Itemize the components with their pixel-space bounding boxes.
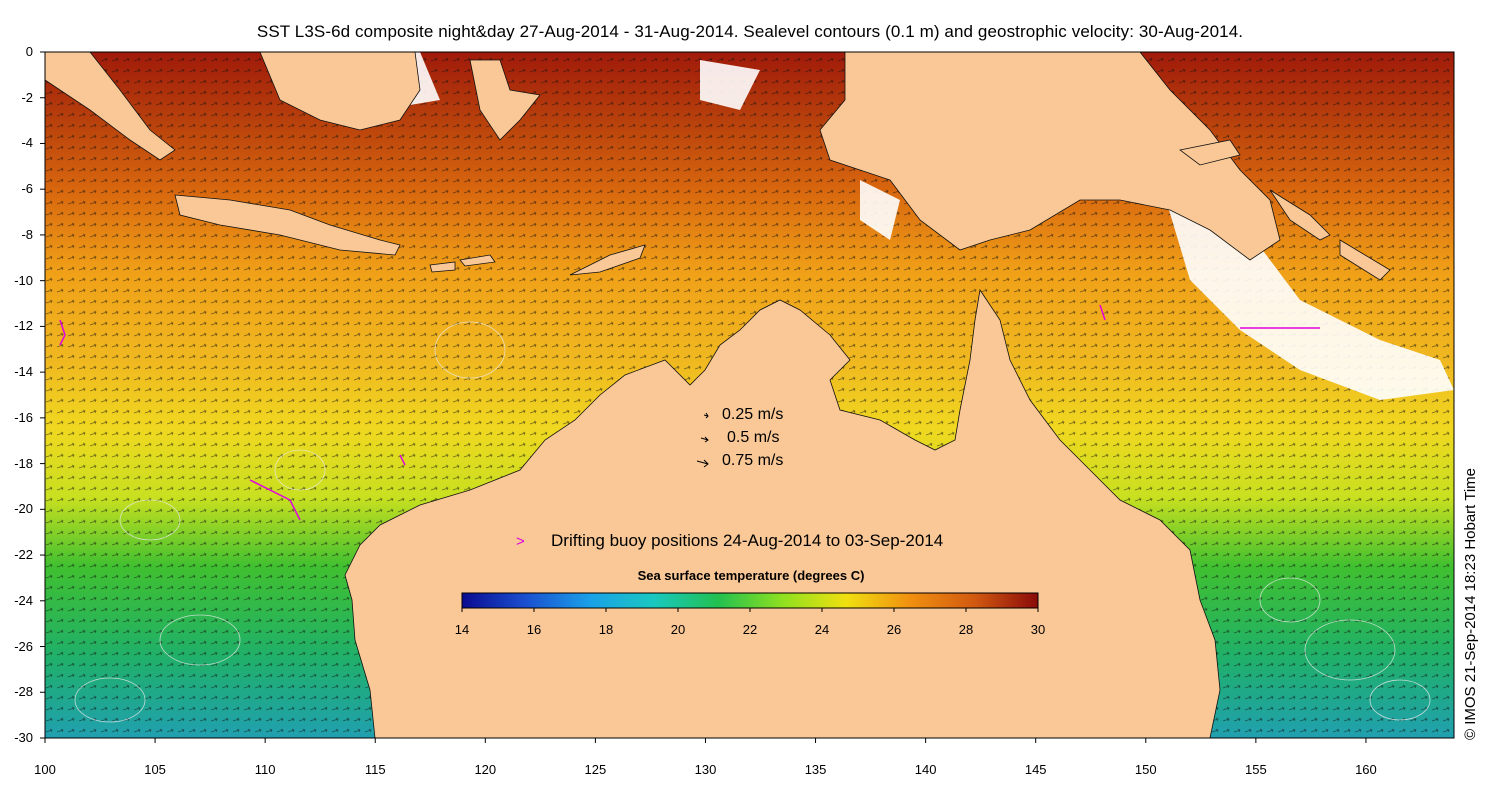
y-tick-label: -16 (14, 409, 33, 425)
y-tick-label: -24 (14, 592, 33, 608)
australia-land (344, 288, 1221, 739)
velocity-legend-label-025: 0.25 m/s (722, 406, 784, 423)
colorbar-tick-label: 20 (670, 622, 686, 637)
colorbar-tick-label: 30 (1030, 622, 1046, 637)
y-tick-label: -18 (14, 455, 33, 471)
timor-land (569, 244, 646, 276)
colorbar-tick-label: 22 (742, 622, 758, 637)
buoy-marker-icon: > (516, 533, 525, 550)
colorbar (461, 592, 1039, 612)
colorbar-ramp (461, 592, 1039, 609)
x-tick-label: 125 (584, 762, 607, 777)
colorbar-tick-label: 28 (958, 622, 974, 637)
y-tick-label: -20 (14, 501, 33, 517)
x-tick-label: 155 (1245, 762, 1267, 777)
y-tick-label: -6 (21, 181, 33, 197)
x-tick-marks (44, 738, 1367, 743)
x-tick-label: 120 (474, 762, 497, 777)
x-tick-label: 115 (364, 762, 386, 777)
velocity-legend-label-05: 0.5 m/s (727, 429, 780, 446)
y-tick-label: -22 (14, 547, 33, 563)
y-tick-label: -8 (21, 226, 33, 242)
y-tick-label: -26 (14, 638, 33, 654)
credit-label: © IMOS 21-Sep-2014 18:23 Hobart Time (1462, 467, 1479, 740)
y-tick-label: -28 (14, 684, 33, 700)
y-tick-label: -4 (21, 135, 33, 151)
y-tick-label: -10 (14, 272, 33, 288)
y-tick-label: -2 (21, 89, 33, 105)
x-tick-label: 130 (694, 762, 717, 777)
x-tick-label: 110 (254, 762, 276, 777)
y-tick-label: -30 (14, 730, 33, 745)
sumatra-land (44, 51, 176, 161)
x-tick-label: 100 (34, 762, 56, 777)
colorbar-title: Sea surface temperature (degrees C) (637, 568, 865, 583)
x-tick-label: 150 (1134, 762, 1157, 777)
colorbar-tick-label: 14 (454, 622, 470, 637)
x-tick-label: 160 (1355, 762, 1377, 777)
colorbar-tick-label: 18 (598, 622, 614, 637)
velocity-arrow-025 (703, 412, 709, 419)
velocity-legend-arrows (696, 412, 709, 468)
x-tick-label: 145 (1024, 762, 1047, 777)
map-frame (44, 51, 1455, 739)
colorbar-tick-label: 26 (886, 622, 902, 637)
land-masses (44, 51, 1391, 739)
colorbar-tick-label: 16 (526, 622, 542, 637)
velocity-arrow-075 (696, 459, 709, 468)
sealevel-contours (74, 321, 1431, 723)
y-tick-label: 0 (25, 44, 33, 59)
java-land (174, 194, 401, 256)
sulawesi-land (469, 59, 541, 141)
buoy-tracks (59, 304, 1320, 521)
buoy-legend-label: Drifting buoy positions 24-Aug-2014 to 0… (551, 531, 944, 550)
velocity-arrow-05 (700, 436, 709, 443)
velocity-legend-label-075: 0.75 m/s (722, 452, 784, 469)
colorbar-tick-label: 24 (814, 622, 830, 637)
x-tick-label: 105 (144, 762, 166, 777)
x-tick-label: 140 (914, 762, 937, 777)
map-title: SST L3S-6d composite night&day 27-Aug-20… (256, 22, 1244, 41)
y-tick-marks (40, 51, 45, 739)
y-tick-label: -12 (14, 318, 33, 334)
borneo-land (259, 51, 421, 131)
y-tick-label: -14 (14, 364, 33, 380)
x-tick-label: 135 (804, 762, 827, 777)
